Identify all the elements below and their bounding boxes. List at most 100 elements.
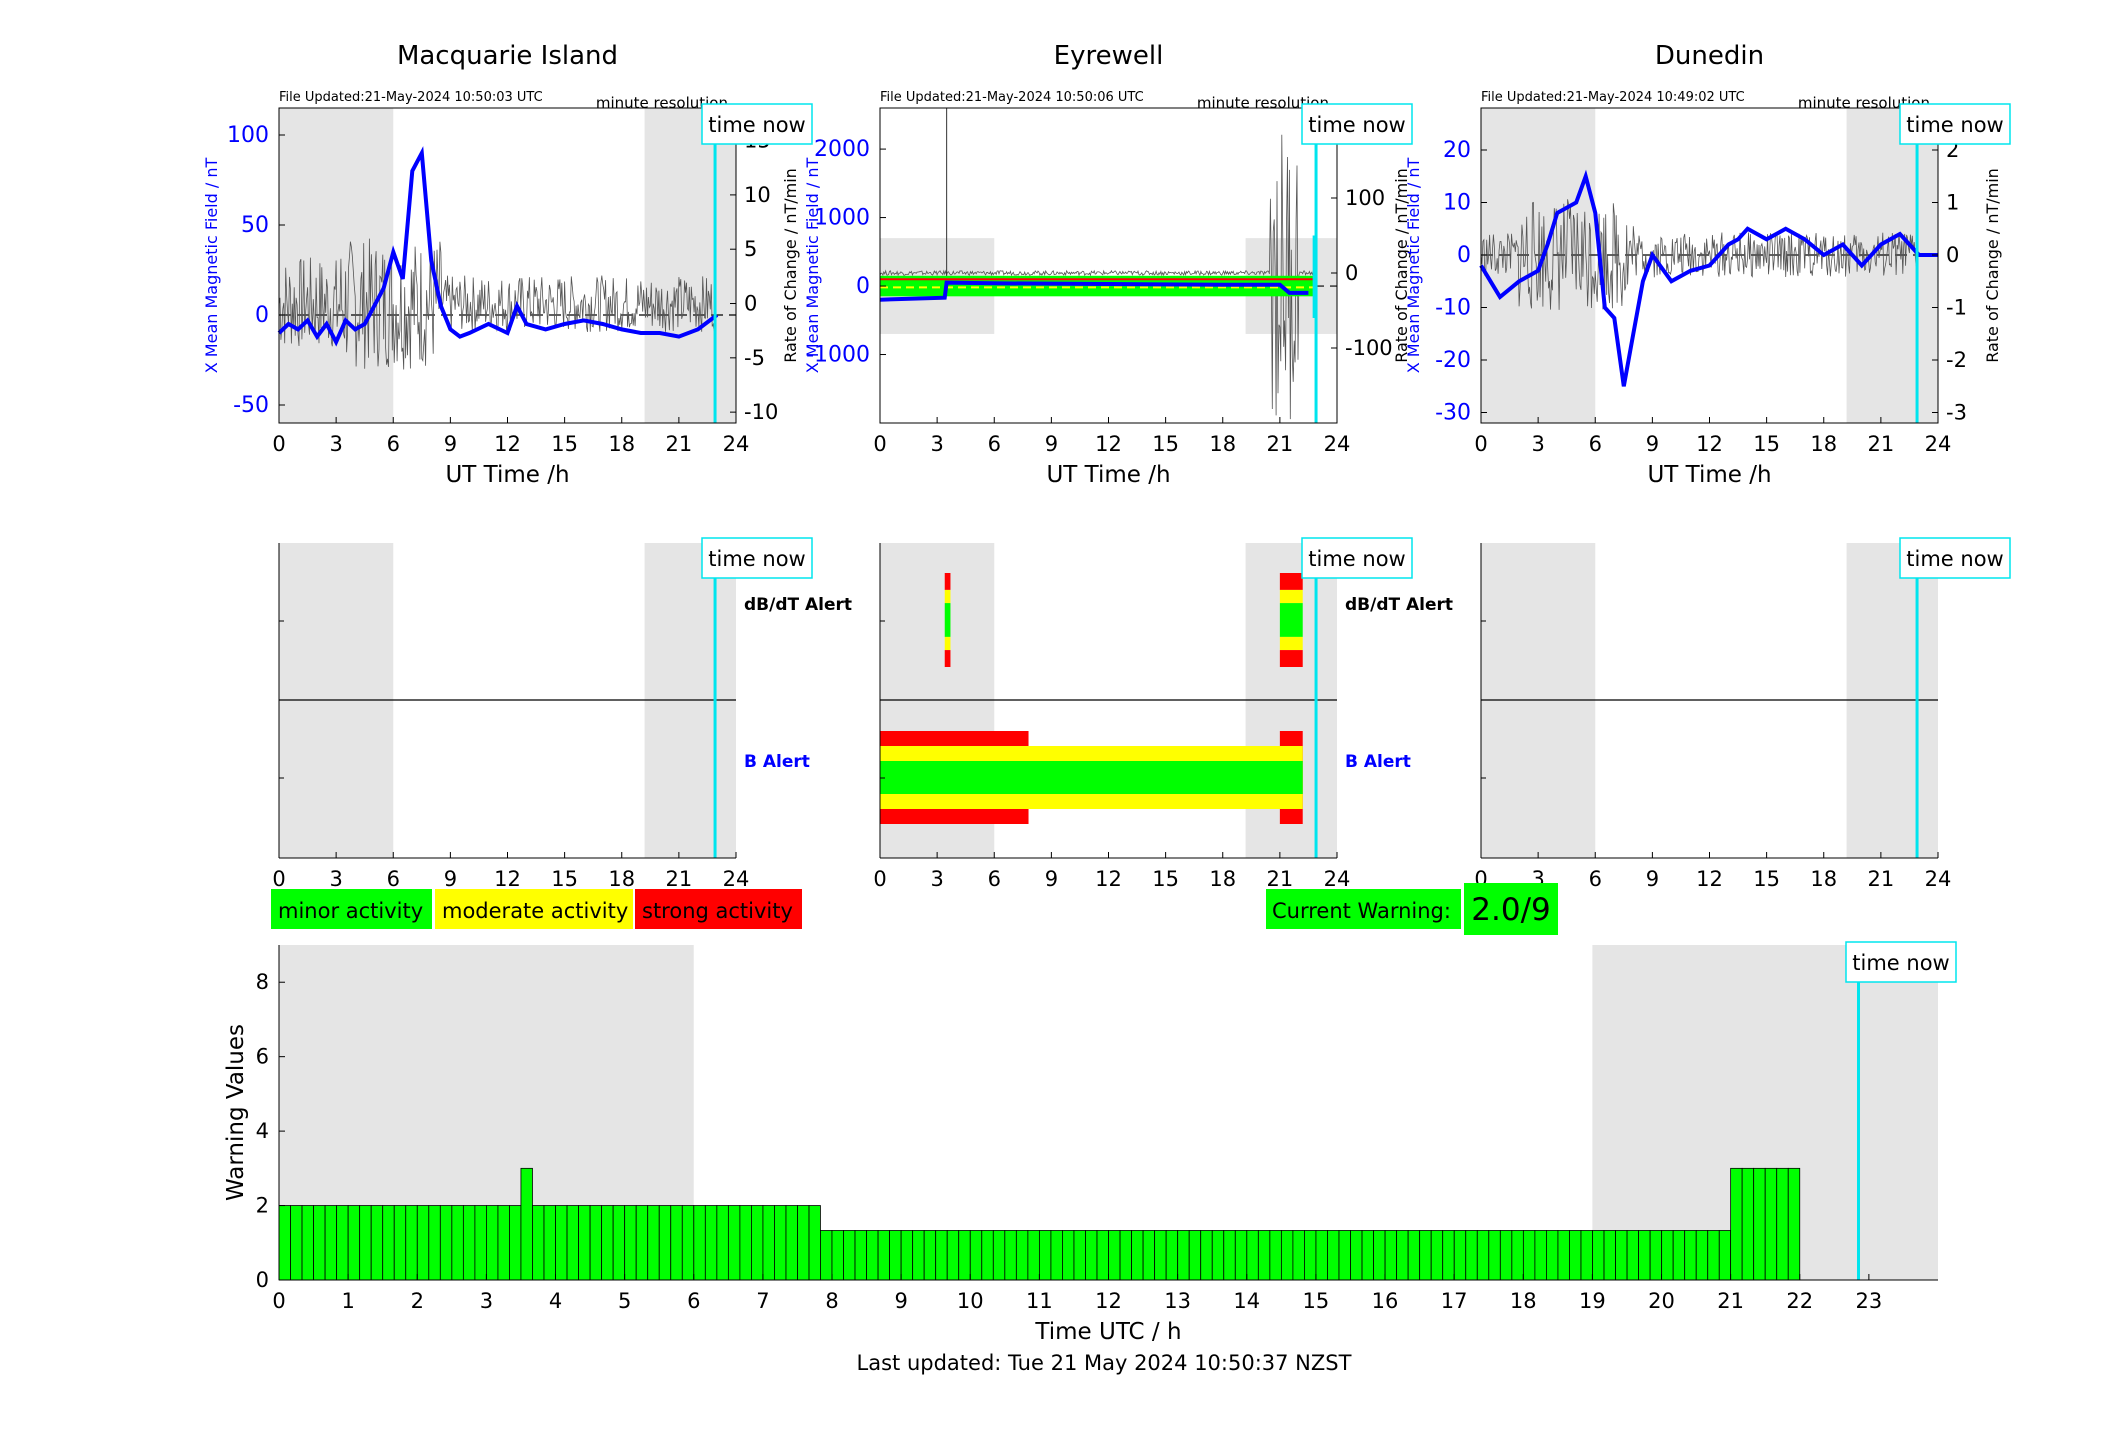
warning-bar: [1085, 1230, 1098, 1281]
x-tick-label: 3: [930, 432, 943, 456]
warning-bar: [1580, 1230, 1593, 1281]
warning-bar: [1718, 1230, 1732, 1281]
x-tick-label: 0: [272, 432, 285, 456]
warning-bar: [1707, 1230, 1720, 1281]
warning-bar: [958, 1230, 971, 1281]
dbdt-alert-label: dB/dT Alert: [744, 595, 852, 615]
x-tick-label: 21: [666, 867, 693, 891]
warning-bar: [831, 1230, 844, 1281]
x-tick-label: 9: [444, 432, 457, 456]
warning-bar: [716, 1205, 729, 1281]
y-left-tick-label: 20: [1443, 138, 1471, 163]
current-warning: Current Warning: 2.0/9: [1266, 883, 1558, 935]
warning-bar: [1603, 1230, 1616, 1281]
dbdt-alert-bar: [944, 636, 951, 651]
warning-bar: [313, 1205, 326, 1281]
rate-of-change-trace: [278, 238, 715, 370]
warning-bar: [509, 1205, 522, 1281]
file-updated-text: File Updated:21-May-2024 10:50:03 UTC: [279, 90, 543, 105]
time-now-box: [1845, 941, 1957, 983]
night-shading: [644, 108, 736, 423]
y-tick-label: 6: [256, 1045, 269, 1069]
rate-of-change-trace: [879, 134, 1316, 420]
y-right-tick-label: 5: [744, 237, 757, 261]
warning-bar: [1108, 1230, 1121, 1281]
y-tick-label: 0: [256, 1268, 269, 1292]
y-right-axis-label: Rate of Change / nT/min: [1983, 168, 2002, 363]
x-tick-label: 6: [687, 1289, 700, 1313]
current-warning-value: 2.0/9: [1471, 892, 1550, 928]
warning-bar: [1327, 1230, 1340, 1281]
x-tick-label: 21: [1868, 867, 1895, 891]
time-now-label: time now: [1906, 547, 2003, 571]
warning-bar: [1142, 1230, 1156, 1281]
warning-bar: [1649, 1230, 1663, 1281]
dbdt-alert-label: dB/dT Alert: [1345, 595, 1453, 615]
x-tick-label: 24: [723, 867, 750, 891]
x-tick-label: 0: [272, 867, 285, 891]
warning-bar: [670, 1205, 683, 1281]
warning-bar: [785, 1205, 798, 1281]
x-tick-label: 6: [1589, 867, 1602, 891]
warning-bar: [820, 1230, 833, 1281]
warning-bar: [382, 1205, 395, 1281]
x-tick-label: 18: [1810, 867, 1837, 891]
warning-bar: [1257, 1230, 1271, 1281]
y-right-tick-label: -3: [1946, 401, 1967, 425]
x-tick-label: 9: [444, 867, 457, 891]
last-updated-text: Last updated: Tue 21 May 2024 10:50:37 N…: [857, 1351, 1352, 1375]
x-tick-label: 20: [1648, 1289, 1675, 1313]
warning-bar: [1269, 1230, 1282, 1281]
file-updated-text: File Updated:21-May-2024 10:49:02 UTC: [1481, 90, 1745, 105]
b-alert-label: B Alert: [744, 752, 810, 772]
x-tick-label: 4: [549, 1289, 562, 1313]
y-right-tick-label: 10: [744, 183, 771, 207]
legend-strong-label: strong activity: [642, 899, 793, 923]
warning-bar: [497, 1205, 510, 1281]
warning-bar: [704, 1205, 718, 1281]
warning-bar: [370, 1205, 384, 1281]
y-left-tick-label: -10: [1435, 296, 1471, 321]
dbdt-alert-bar: [1279, 573, 1303, 590]
x-tick-label: 11: [1026, 1289, 1053, 1313]
warning-bar: [1223, 1230, 1236, 1281]
x-tick-label: 18: [608, 432, 635, 456]
x-tick-label: 24: [723, 432, 750, 456]
time-now-label: time now: [1852, 951, 1949, 975]
x-tick-label: 10: [957, 1289, 984, 1313]
warning-bar: [658, 1205, 672, 1281]
dbdt-alert-bar: [944, 603, 951, 637]
warning-bar: [601, 1205, 614, 1281]
x-tick-label: 15: [551, 867, 578, 891]
x-tick-label: 21: [1868, 432, 1895, 456]
warning-bar: [405, 1205, 418, 1281]
alert-panel-0: 0 3 6 9 12 15 18 21 24 dB/dT Alert B Alert time now: [272, 537, 852, 891]
x-tick-label: 0: [873, 867, 886, 891]
x-axis-label: UT Time /h: [1647, 462, 1771, 488]
x-tick-label: 19: [1579, 1289, 1606, 1313]
x-tick-label: 9: [1045, 432, 1058, 456]
warning-bar: [877, 1230, 890, 1281]
warning-bar: [946, 1230, 960, 1281]
warning-bar: [727, 1205, 741, 1281]
warning-bar: [1442, 1230, 1455, 1281]
warning-bar: [1569, 1230, 1582, 1281]
warning-bar: [762, 1205, 775, 1281]
station-title: Dunedin: [1655, 41, 1764, 71]
y-right-tick-label: -100: [1345, 336, 1393, 360]
x-tick-label: 9: [894, 1289, 907, 1313]
x-tick-label: 24: [1324, 432, 1351, 456]
alert-panel-1: 0 3 6 9 12 15 18 21 24 dB/dT Alert B Alert time now: [873, 537, 1453, 891]
warning-bar: [1119, 1230, 1132, 1281]
x-tick-label: 15: [1152, 867, 1179, 891]
warning-bar: [1522, 1230, 1536, 1281]
warning-bar: [301, 1205, 314, 1281]
warning-bar-chart: 0 1 2 3 4 5 6 7 8 9 10 11 12 13 14 15 16 17 18 19 20 21 22 2302…: [223, 941, 1957, 1345]
warning-bar: [1373, 1230, 1386, 1281]
warning-bar: [1131, 1230, 1144, 1281]
x-tick-label: 0: [873, 432, 886, 456]
warning-bar: [393, 1205, 407, 1281]
x-tick-label: 15: [1753, 432, 1780, 456]
y-right-tick-label: -2: [1946, 348, 1967, 372]
